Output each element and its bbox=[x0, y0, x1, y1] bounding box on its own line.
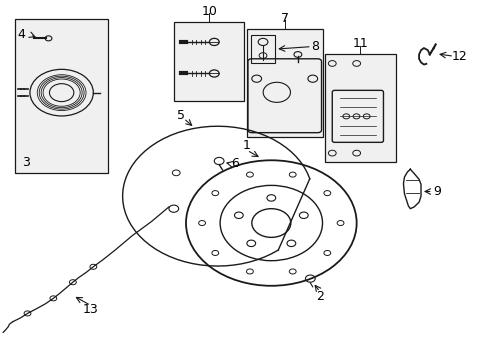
FancyBboxPatch shape bbox=[325, 54, 395, 162]
Text: 5: 5 bbox=[177, 109, 185, 122]
Text: 13: 13 bbox=[83, 303, 99, 316]
Text: 1: 1 bbox=[243, 139, 250, 152]
Text: 12: 12 bbox=[450, 50, 466, 63]
Text: 6: 6 bbox=[230, 157, 238, 170]
FancyBboxPatch shape bbox=[15, 19, 108, 173]
FancyBboxPatch shape bbox=[246, 30, 322, 137]
FancyBboxPatch shape bbox=[173, 22, 244, 101]
Text: 8: 8 bbox=[310, 40, 319, 53]
Text: 10: 10 bbox=[201, 5, 217, 18]
Text: 11: 11 bbox=[352, 37, 367, 50]
Text: 7: 7 bbox=[280, 12, 288, 25]
Text: 2: 2 bbox=[316, 290, 324, 303]
Text: 4: 4 bbox=[17, 28, 25, 41]
Text: 3: 3 bbox=[22, 156, 30, 169]
Text: 9: 9 bbox=[432, 185, 440, 198]
